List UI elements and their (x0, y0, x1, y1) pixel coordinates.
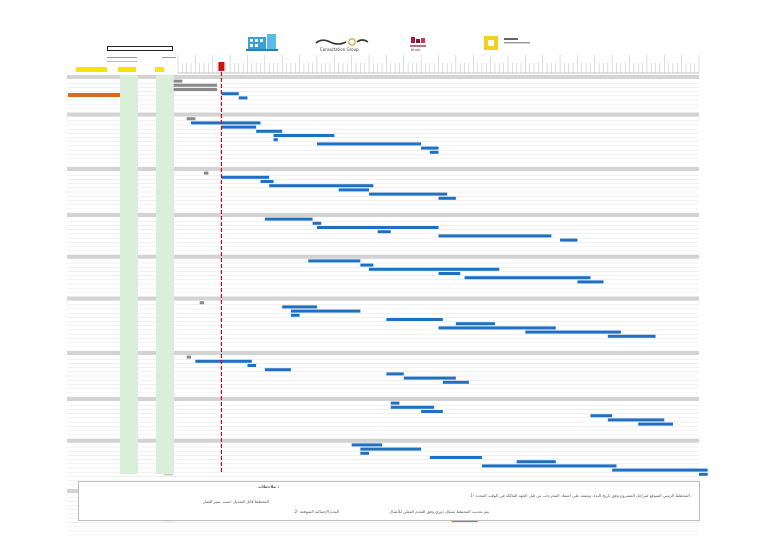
task-bar (612, 468, 708, 472)
task-bar (290, 309, 361, 313)
task-bar (199, 301, 205, 305)
task-bar (173, 83, 218, 87)
task-bar (256, 129, 283, 133)
task-bar (186, 355, 192, 359)
task-bar (577, 280, 604, 284)
start-date-highlight (76, 67, 107, 72)
task-bar (455, 322, 495, 326)
task-bar (351, 443, 383, 447)
timeline-ruler (177, 55, 700, 74)
task-bar (607, 334, 656, 338)
task-bar (221, 92, 239, 96)
group-band (67, 254, 699, 259)
task-bar (481, 464, 617, 468)
project-title-box (107, 46, 173, 51)
notes-box: ملاحظات : 1- المخطط الزمني المتوقع لمراح… (78, 481, 700, 521)
task-bar (525, 330, 621, 334)
task-bar (369, 192, 448, 196)
group-band (67, 213, 699, 217)
group-band (67, 75, 699, 79)
cell-marker (164, 473, 173, 476)
task-bar (360, 263, 374, 267)
notes-line-4: يتم تحديث المخطط بشكل دوري وفق التقدم ال… (389, 509, 489, 514)
task-bar (429, 456, 482, 459)
task-bar (590, 414, 613, 418)
task-bar (260, 180, 274, 183)
task-bar (369, 267, 500, 271)
task-bar (464, 276, 591, 280)
task-bar (282, 305, 317, 309)
task-bar (360, 447, 422, 451)
task-bar (421, 410, 443, 413)
task-bar (221, 125, 257, 129)
task-bar (438, 234, 552, 238)
task-bar (699, 472, 708, 476)
task-bar (316, 142, 422, 146)
task-bar (247, 364, 257, 367)
task-bar (269, 184, 374, 188)
current-task-highlight (68, 93, 120, 97)
task-bar (386, 318, 443, 321)
task-bar (173, 79, 183, 83)
task-bar (316, 226, 439, 229)
group-band (67, 167, 699, 171)
table-columns (120, 75, 174, 474)
task-bar (429, 150, 439, 154)
task-bar (290, 313, 300, 317)
group-band (67, 438, 699, 443)
task-bar (386, 372, 404, 376)
header-rule (107, 61, 137, 62)
task-bar (560, 238, 578, 242)
consultation-group-text: Consultation Group (320, 47, 359, 52)
group-band (67, 351, 699, 355)
task-bar (377, 230, 391, 234)
task-bar (264, 217, 313, 221)
task-bar (403, 376, 456, 380)
task-bar (442, 380, 469, 384)
task-bar (264, 368, 291, 372)
yellow-square-logo (484, 35, 536, 51)
kharj-logo-text: Kharj (411, 48, 421, 52)
notes-line-2: المخطط قابل للتعديل حسب سير العمل (202, 499, 269, 504)
task-bar (204, 171, 209, 175)
task-bar (390, 405, 435, 409)
task-bar (221, 175, 270, 179)
end-date-column (156, 75, 174, 474)
notes-line-3: 2- المدة الإجمالية المتوقعة (294, 509, 339, 514)
task-bar (360, 451, 370, 455)
task-bar (173, 88, 218, 91)
task-bar (390, 401, 400, 405)
notes-line-1: 1- المخطط الزمني المتوقع لمراحل المشروع … (470, 493, 691, 498)
consultation-group-logo: Consultation Group (312, 36, 372, 54)
task-bar (195, 359, 252, 363)
task-bar (438, 272, 461, 275)
duration-highlight (118, 67, 136, 72)
task-bar (607, 418, 665, 422)
task-bar (312, 221, 322, 225)
task-bar (186, 117, 196, 121)
task-bar (638, 422, 673, 426)
task-bar (273, 134, 335, 137)
task-bar (421, 146, 439, 150)
task-bar (191, 121, 261, 125)
task-bar (308, 259, 361, 263)
task-bar (273, 138, 278, 142)
task-bar (516, 460, 556, 464)
logo-building-icon (246, 33, 278, 53)
task-bar (338, 188, 370, 192)
duration-column (120, 75, 138, 474)
notes-heading: ملاحظات : (258, 484, 279, 489)
task-bar (238, 96, 248, 100)
group-band (67, 296, 699, 301)
header-rule (162, 57, 176, 58)
task-bar (438, 326, 556, 330)
kharj-logo: Kharj (408, 37, 428, 53)
header-rule (107, 57, 137, 58)
today-marker-flag (218, 62, 225, 71)
group-band (67, 112, 699, 117)
task-bar (438, 196, 456, 200)
group-band (67, 397, 699, 401)
end-date-highlight (155, 67, 164, 72)
